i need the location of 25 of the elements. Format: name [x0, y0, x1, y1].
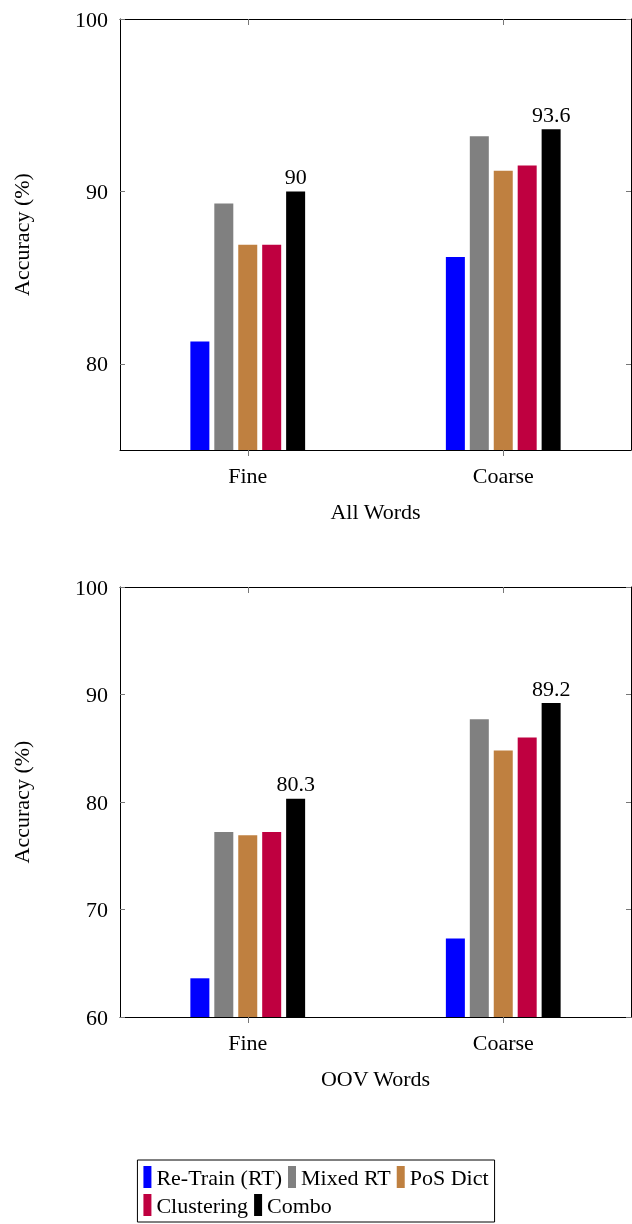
- y-axis-title: Accuracy (%): [8, 740, 34, 864]
- y-tick-label: 100: [75, 574, 108, 600]
- x-tick-label: Coarse: [472, 1029, 534, 1055]
- x-axis-title: OOV Words: [320, 1065, 431, 1091]
- y-axis-title: Accuracy (%): [8, 173, 34, 296]
- y-tick-label: 70: [86, 897, 108, 922]
- legend-label: Clustering: [156, 1192, 249, 1218]
- x-axis-title: All Words: [330, 498, 421, 524]
- data-label: 89.2: [531, 675, 571, 701]
- y-tick-label: 80: [86, 351, 108, 377]
- data-label: 90: [284, 163, 307, 189]
- legend-label: Combo: [267, 1192, 332, 1218]
- legend-label: Mixed RT: [301, 1164, 392, 1190]
- legend-label: PoS Dict: [409, 1164, 489, 1190]
- y-tick-label: 80: [86, 789, 108, 815]
- x-tick-label: Fine: [228, 462, 268, 488]
- y-tick-label: 60: [86, 1004, 108, 1030]
- data-label: 80.3: [276, 771, 315, 797]
- y-tick-label: 100: [75, 6, 108, 32]
- x-tick-label: Fine: [228, 1029, 268, 1055]
- data-label: 93.6: [531, 101, 571, 127]
- legend-label: Re-Train (RT): [156, 1164, 282, 1190]
- x-tick-label: Coarse: [472, 462, 534, 488]
- y-tick-label: 90: [86, 178, 108, 204]
- y-tick-label: 90: [86, 682, 108, 707]
